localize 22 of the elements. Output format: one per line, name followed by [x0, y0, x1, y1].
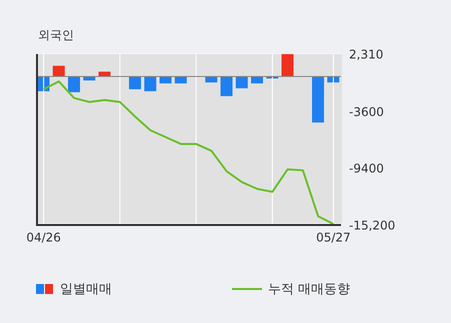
bar: [174, 76, 187, 84]
y-tick-label: -9400: [349, 162, 384, 176]
bar: [220, 76, 233, 96]
x-tick-label: 04/26: [26, 230, 61, 245]
bar: [129, 76, 142, 90]
bar: [236, 76, 248, 88]
y-tick-label: -3600: [349, 104, 384, 119]
y-tick-label: 2,310: [349, 47, 384, 62]
legend-label: 누적 매매동향: [268, 281, 350, 298]
bar: [144, 76, 156, 92]
bar: [251, 76, 264, 84]
bar: [160, 76, 172, 84]
bar: [68, 76, 80, 92]
chart-title: 외국인: [38, 27, 74, 44]
bar: [52, 66, 65, 77]
x-tick-label: 05/27: [316, 230, 351, 245]
legend-label: 일별매매: [60, 281, 112, 298]
y-tick-label: -15,200: [349, 218, 396, 232]
bar: [312, 76, 324, 122]
line-series: [42, 80, 334, 225]
bar: [205, 76, 218, 82]
bar: [282, 54, 294, 77]
